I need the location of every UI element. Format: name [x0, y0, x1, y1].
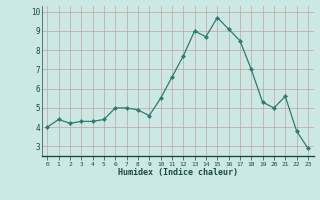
X-axis label: Humidex (Indice chaleur): Humidex (Indice chaleur) — [118, 168, 237, 177]
